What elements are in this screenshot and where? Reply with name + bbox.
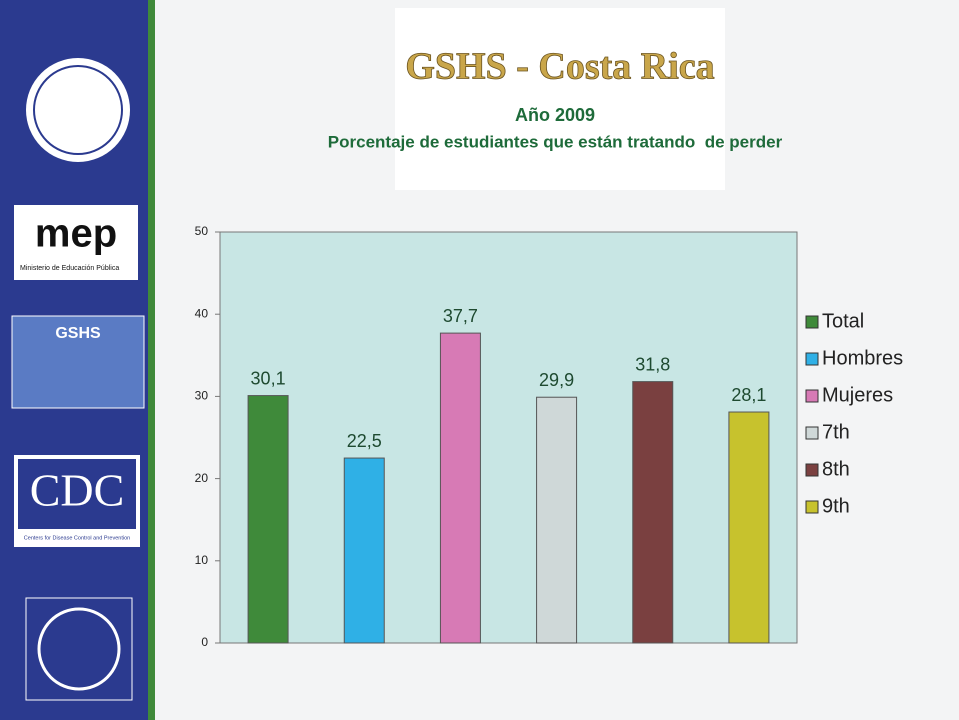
chart-subtitle: Año 2009 [515,105,595,125]
y-tick-label: 50 [195,224,209,238]
y-tick-label: 10 [195,553,209,567]
logo-mep-text: Ministerio de Educación Pública [20,265,119,272]
y-tick-label: 30 [195,389,209,403]
logo-ministerio [26,58,130,162]
logo-cdc-text: Centers for Disease Control and Preventi… [24,535,130,541]
logo-gshs-box [11,315,145,409]
legend-swatch [805,426,819,440]
legend-swatch [805,500,819,514]
legend-label: Mujeres [822,384,893,406]
legend-label: 8th [822,458,850,480]
legend-swatch [805,463,819,477]
logo-mep-box [14,205,138,280]
legend-label: 7th [822,421,850,443]
value-label: 37,7 [443,306,478,326]
logo-ring [33,65,123,155]
legend-label: Hombres [822,347,903,369]
logo-gshs: GSHS [55,325,101,342]
logo-mep: mep [35,212,117,256]
value-label: 30,1 [251,368,286,388]
bar [632,381,674,644]
bar [439,332,481,644]
legend-swatch [805,389,819,403]
title-box [395,8,725,190]
value-label: 29,9 [539,370,574,390]
logo-cdc-bg [18,459,136,529]
logo-who-ring [37,607,121,691]
chart-subtitle: Porcentaje de estudiantes que están trat… [328,132,783,151]
y-tick-label: 40 [195,306,209,320]
bar [728,411,770,644]
legend-label: Total [822,310,864,332]
value-label: 28,1 [731,385,766,405]
logo-cdc: CDC [30,465,125,516]
bar [343,457,385,644]
legend-label: 9th [822,495,850,517]
value-label: 22,5 [347,431,382,451]
y-tick-label: 0 [201,635,208,649]
legend-swatch [805,315,819,329]
legend-swatch [805,352,819,366]
plot-area [219,231,798,644]
y-tick-label: 20 [195,471,209,485]
logo-who [25,597,133,701]
value-label: 31,8 [635,354,670,374]
sidebar-stripe [148,0,155,720]
bar [247,395,289,644]
chart-title: GSHS - Costa Rica [405,46,714,88]
bar [536,396,578,644]
